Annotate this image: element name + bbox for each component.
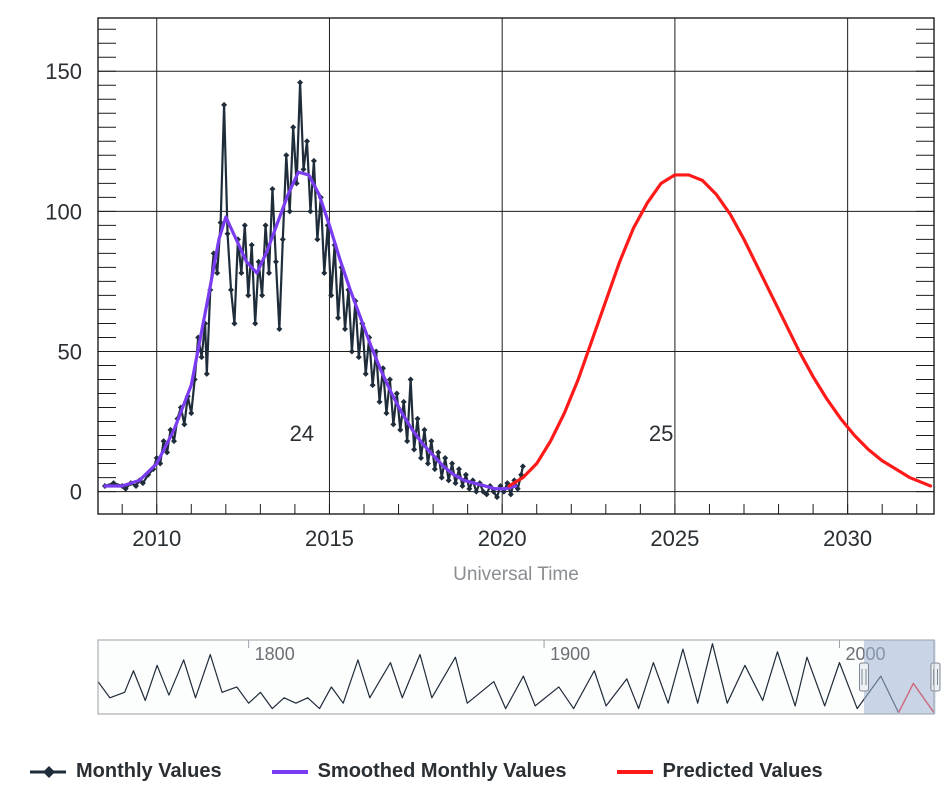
range-handle-right[interactable] (931, 663, 940, 691)
marker-diamond (383, 410, 389, 416)
marker-diamond (363, 371, 369, 377)
marker-diamond (408, 376, 414, 382)
marker-diamond (428, 438, 434, 444)
x-tick-label: 2025 (650, 526, 699, 551)
x-tick-label: 2010 (132, 526, 181, 551)
marker-diamond (432, 466, 438, 472)
main-chart: 0 50 100 150 2010 2015 2020 2025 2030 Universal T… (0, 0, 946, 630)
marker-diamond (231, 320, 237, 326)
marker-diamond (228, 287, 234, 293)
marker-diamond (245, 292, 251, 298)
marker-diamond (411, 447, 417, 453)
legend-item-smoothed[interactable]: Smoothed Monthly Values (270, 760, 567, 783)
y-tick-label: 100 (45, 199, 82, 224)
y-tick-label: 0 (70, 480, 82, 505)
cycle-label: 24 (290, 421, 314, 446)
range-selection[interactable] (864, 640, 935, 714)
marker-diamond (508, 491, 514, 497)
marker-diamond (259, 292, 265, 298)
marker-diamond (442, 455, 448, 461)
cycle-label: 25 (649, 421, 673, 446)
marker-diamond (321, 270, 327, 276)
y-tick-label: 150 (45, 59, 82, 84)
marker-diamond (283, 152, 289, 158)
marker-diamond (266, 270, 272, 276)
marker-diamond (356, 354, 362, 360)
marker-diamond (449, 461, 455, 467)
range-handle-left[interactable] (859, 663, 868, 691)
legend: Monthly Values Smoothed Monthly Values Pre… (0, 760, 946, 787)
marker-diamond (520, 463, 526, 469)
marker-diamond (335, 315, 341, 321)
marker-diamond (221, 102, 227, 108)
marker-diamond (466, 486, 472, 492)
marker-diamond (252, 320, 258, 326)
marker-diamond (311, 158, 317, 164)
marker-diamond (404, 438, 410, 444)
marker-diamond (342, 326, 348, 332)
marker-diamond (276, 326, 282, 332)
x-tick-label: 2030 (823, 526, 872, 551)
range-tick-label: 1800 (255, 644, 295, 664)
x-tick-label: 2015 (305, 526, 354, 551)
legend-swatch-predicted (615, 763, 653, 781)
legend-item-predicted[interactable]: Predicted Values (615, 760, 823, 783)
marker-diamond (307, 208, 313, 214)
marker-diamond (418, 455, 424, 461)
marker-diamond (463, 472, 469, 478)
marker-diamond (425, 461, 431, 467)
x-axis-label: Universal Time (453, 564, 579, 585)
marker-diamond (349, 348, 355, 354)
marker-diamond (421, 427, 427, 433)
marker-diamond (304, 138, 310, 144)
marker-diamond (238, 270, 244, 276)
marker-diamond (453, 480, 459, 486)
marker-diamond (280, 236, 286, 242)
marker-diamond (297, 79, 303, 85)
legend-swatch-smoothed (270, 763, 308, 781)
marker-diamond (287, 208, 293, 214)
marker-diamond (456, 466, 462, 472)
marker-diamond (473, 489, 479, 495)
marker-diamond (370, 382, 376, 388)
x-tick-label: 2020 (478, 526, 527, 551)
marker-diamond (199, 354, 205, 360)
marker-diamond (401, 399, 407, 405)
legend-item-monthly[interactable]: Monthly Values (28, 760, 222, 783)
range-selector[interactable]: 180019002000 (0, 632, 946, 732)
marker-diamond (415, 416, 421, 422)
marker-diamond (204, 371, 210, 377)
legend-swatch-monthly (28, 763, 66, 781)
marker-diamond (397, 427, 403, 433)
marker-diamond (188, 410, 194, 416)
marker-diamond (273, 259, 279, 265)
marker-diamond (290, 124, 296, 130)
series-predicted (509, 175, 930, 486)
marker-diamond (459, 483, 465, 489)
marker-diamond (263, 222, 269, 228)
marker-diamond (446, 477, 452, 483)
marker-diamond (435, 449, 441, 455)
marker-diamond (377, 399, 383, 405)
marker-diamond (171, 438, 177, 444)
legend-label: Monthly Values (76, 760, 222, 783)
legend-label: Smoothed Monthly Values (318, 760, 567, 783)
marker-diamond (181, 421, 187, 427)
range-tick-label: 1900 (550, 644, 590, 664)
legend-label: Predicted Values (663, 760, 823, 783)
marker-diamond (269, 186, 275, 192)
marker-diamond (242, 222, 248, 228)
marker-diamond (225, 231, 231, 237)
marker-diamond (314, 236, 320, 242)
marker-diamond (439, 475, 445, 481)
marker-diamond (249, 242, 255, 248)
marker-diamond (394, 391, 400, 397)
marker-diamond (390, 421, 396, 427)
marker-diamond (214, 270, 220, 276)
y-tick-label: 50 (58, 339, 82, 364)
